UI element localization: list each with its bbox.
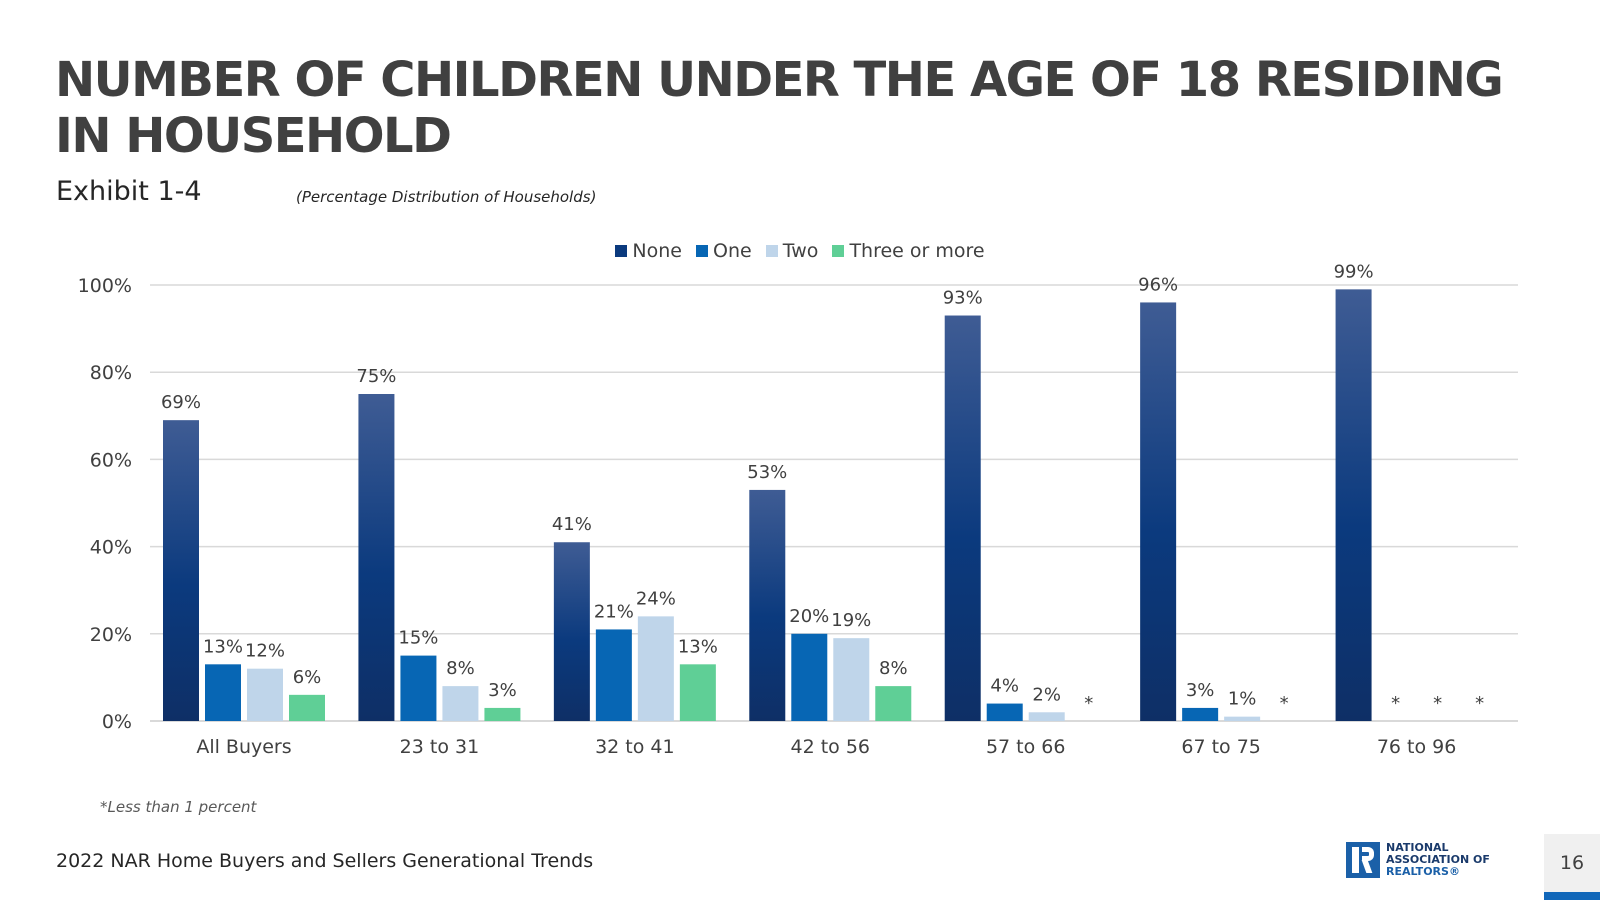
data-label: 3% [488, 680, 517, 701]
x-tick-label: 32 to 41 [595, 736, 675, 758]
y-tick-label: 20% [90, 624, 132, 646]
data-label: 8% [879, 658, 908, 679]
bar-one [205, 664, 241, 721]
data-label: 13% [203, 636, 243, 657]
data-label: 99% [1334, 261, 1374, 282]
bar-two [247, 668, 283, 721]
source-caption: 2022 NAR Home Buyers and Sellers Generat… [56, 850, 594, 872]
legend-label-one: One [713, 240, 752, 262]
bar-one [791, 633, 828, 721]
x-tick-label: 57 to 66 [986, 736, 1066, 758]
legend-swatch-one [696, 245, 709, 257]
bar-two [1224, 716, 1261, 721]
data-label: 12% [245, 641, 285, 662]
bar-one [595, 629, 632, 721]
exhibit-label: Exhibit 1-4 [56, 176, 202, 207]
bar-three-or-more [679, 664, 716, 721]
data-label: 20% [789, 606, 829, 627]
bar-two [442, 686, 479, 721]
data-label: * [1280, 693, 1289, 714]
bar-two [637, 616, 674, 721]
legend-item-two: Two [765, 240, 819, 262]
bar-three-or-more [484, 707, 521, 721]
legend-swatch-three-or-more [832, 245, 845, 257]
data-label: * [1475, 693, 1484, 714]
x-tick-label: 42 to 56 [791, 736, 871, 758]
data-label: 3% [1186, 680, 1215, 701]
x-tick-label: 23 to 31 [400, 736, 480, 758]
y-tick-label: 100% [78, 275, 132, 297]
data-label: * [1084, 693, 1093, 714]
bar-two [833, 638, 870, 721]
nar-logo: NATIONAL ASSOCIATION OF REALTORS® [1346, 842, 1490, 878]
y-tick-label: 80% [90, 362, 132, 384]
page-number-box [1544, 834, 1600, 892]
realtor-r-logo-icon [1346, 842, 1380, 878]
data-label: 6% [293, 667, 322, 688]
legend-swatch-two [765, 245, 778, 257]
page-number: 16 [1559, 852, 1585, 874]
bar-none [358, 394, 395, 721]
data-label: 21% [594, 601, 634, 622]
x-tick-label: All Buyers [196, 736, 291, 758]
bar-one [1182, 707, 1219, 721]
y-tick-label: 40% [90, 537, 132, 559]
data-label: 53% [747, 462, 787, 483]
x-tick-label: 67 to 75 [1181, 736, 1261, 758]
data-label: 15% [398, 628, 438, 649]
bar-none [163, 420, 199, 721]
y-tick-label: 0% [102, 711, 132, 733]
data-label: 75% [356, 366, 396, 387]
data-label: * [1433, 693, 1442, 714]
legend-item-one: One [696, 240, 752, 262]
data-label: 1% [1228, 689, 1257, 710]
page-accent-strip [1544, 892, 1600, 900]
legend-item-none: None [615, 240, 682, 262]
data-label: 41% [552, 514, 592, 535]
bar-none [553, 542, 590, 721]
data-label: * [1391, 693, 1400, 714]
footnote: *Less than 1 percent [100, 798, 257, 816]
x-tick-label: 76 to 96 [1377, 736, 1457, 758]
legend-swatch-none [615, 245, 628, 257]
y-tick-label: 60% [90, 449, 132, 471]
bar-none [749, 489, 786, 721]
bar-two [1028, 712, 1065, 721]
bar-one [986, 703, 1023, 721]
data-label: 4% [990, 676, 1019, 697]
legend-label-none: None [632, 240, 682, 262]
legend-item-three-or-more: Three or more [832, 240, 985, 262]
legend-label-three-or-more: Three or more [849, 240, 985, 262]
data-label: 24% [636, 588, 676, 609]
bar-three-or-more [289, 694, 325, 721]
data-label: 19% [831, 610, 871, 631]
data-label: 13% [678, 636, 718, 657]
chart-legend: None One Two Three or more [0, 240, 1600, 262]
bar-none [1335, 289, 1372, 721]
data-label: 69% [161, 392, 201, 413]
legend-label-two: Two [782, 240, 819, 262]
data-label: 2% [1032, 684, 1061, 705]
chart-subtitle: (Percentage Distribution of Households) [296, 188, 597, 206]
page-title: NUMBER OF CHILDREN UNDER THE AGE OF 18 R… [55, 52, 1504, 164]
bar-one [400, 655, 437, 721]
logo-text: NATIONAL ASSOCIATION OF REALTORS® [1386, 841, 1490, 878]
bar-three-or-more [875, 686, 912, 721]
data-label: 93% [943, 288, 983, 309]
data-label: 8% [446, 658, 475, 679]
bar-none [944, 315, 981, 721]
bar-none [1140, 302, 1177, 721]
data-label: 96% [1138, 274, 1178, 295]
